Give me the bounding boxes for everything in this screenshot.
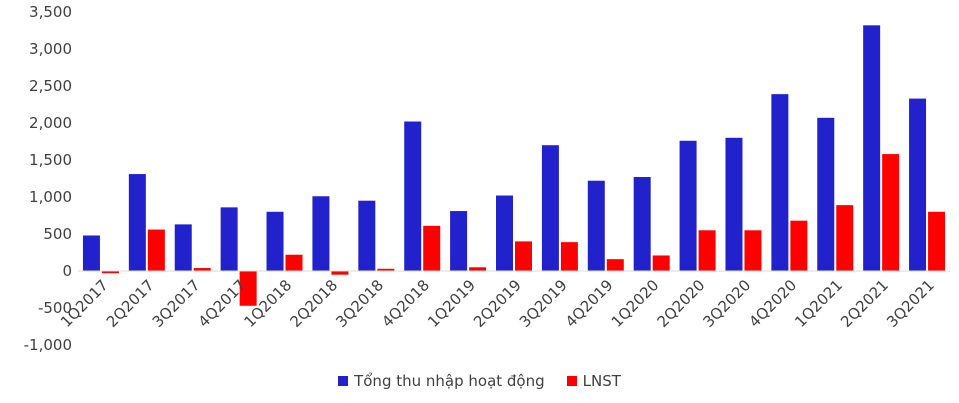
bar-series-2 bbox=[836, 205, 854, 271]
y-tick-label: 2,500 bbox=[29, 77, 72, 95]
y-tick-label: -1,000 bbox=[24, 336, 72, 354]
bar-series-2 bbox=[560, 242, 578, 271]
bar-series-1 bbox=[266, 211, 284, 271]
bar-series-2 bbox=[239, 271, 257, 306]
bar-series-2 bbox=[331, 271, 349, 275]
x-tick-label: 2Q2020 bbox=[654, 276, 709, 331]
x-tick-label: 2Q2017 bbox=[103, 276, 158, 331]
bar-series-1 bbox=[496, 195, 513, 271]
x-tick-label: 3Q2017 bbox=[149, 276, 204, 331]
bar-series-2 bbox=[606, 259, 624, 271]
bar-series-2 bbox=[377, 268, 395, 271]
y-tick-label: 2,000 bbox=[29, 114, 72, 132]
bar-series-1 bbox=[771, 94, 789, 271]
x-tick-label: 4Q2020 bbox=[745, 276, 800, 331]
bar-series-1 bbox=[404, 121, 422, 272]
y-tick-label: 3,500 bbox=[29, 3, 72, 21]
bar-series-1 bbox=[220, 207, 238, 271]
legend-swatch-series-1 bbox=[338, 376, 349, 386]
bar-series-2 bbox=[147, 229, 165, 271]
y-tick-label: 3,000 bbox=[29, 40, 72, 58]
bar-series-1 bbox=[587, 180, 605, 271]
bar-series-1 bbox=[633, 177, 651, 271]
x-tick-label: 3Q2021 bbox=[883, 276, 938, 331]
y-tick-label: 1,500 bbox=[29, 151, 72, 169]
bar-series-2 bbox=[423, 225, 441, 271]
bar-series-1 bbox=[725, 137, 743, 271]
bar-series-1 bbox=[174, 224, 192, 271]
bar-series-2 bbox=[469, 267, 487, 271]
bar-series-1 bbox=[358, 200, 376, 271]
y-tick-label: 0 bbox=[62, 262, 72, 280]
bar-series-2 bbox=[285, 254, 303, 271]
x-tick-label: 2Q2019 bbox=[470, 276, 525, 331]
bar-series-2 bbox=[790, 220, 808, 271]
bar-series-1 bbox=[450, 211, 468, 271]
bar-series-2 bbox=[744, 230, 762, 271]
bar-series-2 bbox=[101, 271, 119, 274]
bar-series-2 bbox=[515, 241, 532, 271]
x-tick-label: 3Q2018 bbox=[332, 276, 387, 331]
bar-series-2 bbox=[928, 211, 946, 271]
x-tick-label: 1Q2020 bbox=[608, 276, 663, 331]
bar-series-1 bbox=[863, 25, 881, 271]
x-tick-label: 3Q2020 bbox=[699, 276, 754, 331]
legend: Tổng thu nhập hoạt động LNST bbox=[0, 372, 959, 390]
bar-series-2 bbox=[193, 268, 211, 271]
x-tick-label: 1Q2021 bbox=[791, 276, 846, 331]
bar-series-2 bbox=[882, 154, 900, 271]
x-tick-label: 4Q2019 bbox=[562, 276, 617, 331]
bar-series-1 bbox=[541, 145, 559, 271]
x-tick-label: 2Q2021 bbox=[837, 276, 892, 331]
y-tick-label: -500 bbox=[38, 299, 72, 317]
legend-label-series-1: Tổng thu nhập hoạt động bbox=[354, 372, 545, 390]
legend-label-series-2: LNST bbox=[582, 372, 621, 390]
bar-series-1 bbox=[909, 98, 927, 271]
bar-series-2 bbox=[652, 255, 670, 271]
legend-item-series-2: LNST bbox=[566, 372, 621, 390]
legend-item-series-1: Tổng thu nhập hoạt động bbox=[338, 372, 545, 390]
x-tick-label: 3Q2019 bbox=[516, 276, 571, 331]
bar-series-1 bbox=[679, 140, 697, 271]
x-tick-label: 4Q2018 bbox=[378, 276, 433, 331]
legend-swatch-series-2 bbox=[566, 376, 577, 386]
y-tick-label: 500 bbox=[43, 225, 72, 243]
bar-series-1 bbox=[312, 196, 330, 271]
y-tick-label: 1,000 bbox=[29, 188, 72, 206]
x-tick-label: 1Q2019 bbox=[424, 276, 479, 331]
bar-series-1 bbox=[817, 117, 835, 271]
bar-series-1 bbox=[82, 235, 100, 271]
bar-series-1 bbox=[128, 174, 146, 271]
x-tick-label: 2Q2018 bbox=[286, 276, 341, 331]
bar-series-2 bbox=[698, 230, 716, 271]
